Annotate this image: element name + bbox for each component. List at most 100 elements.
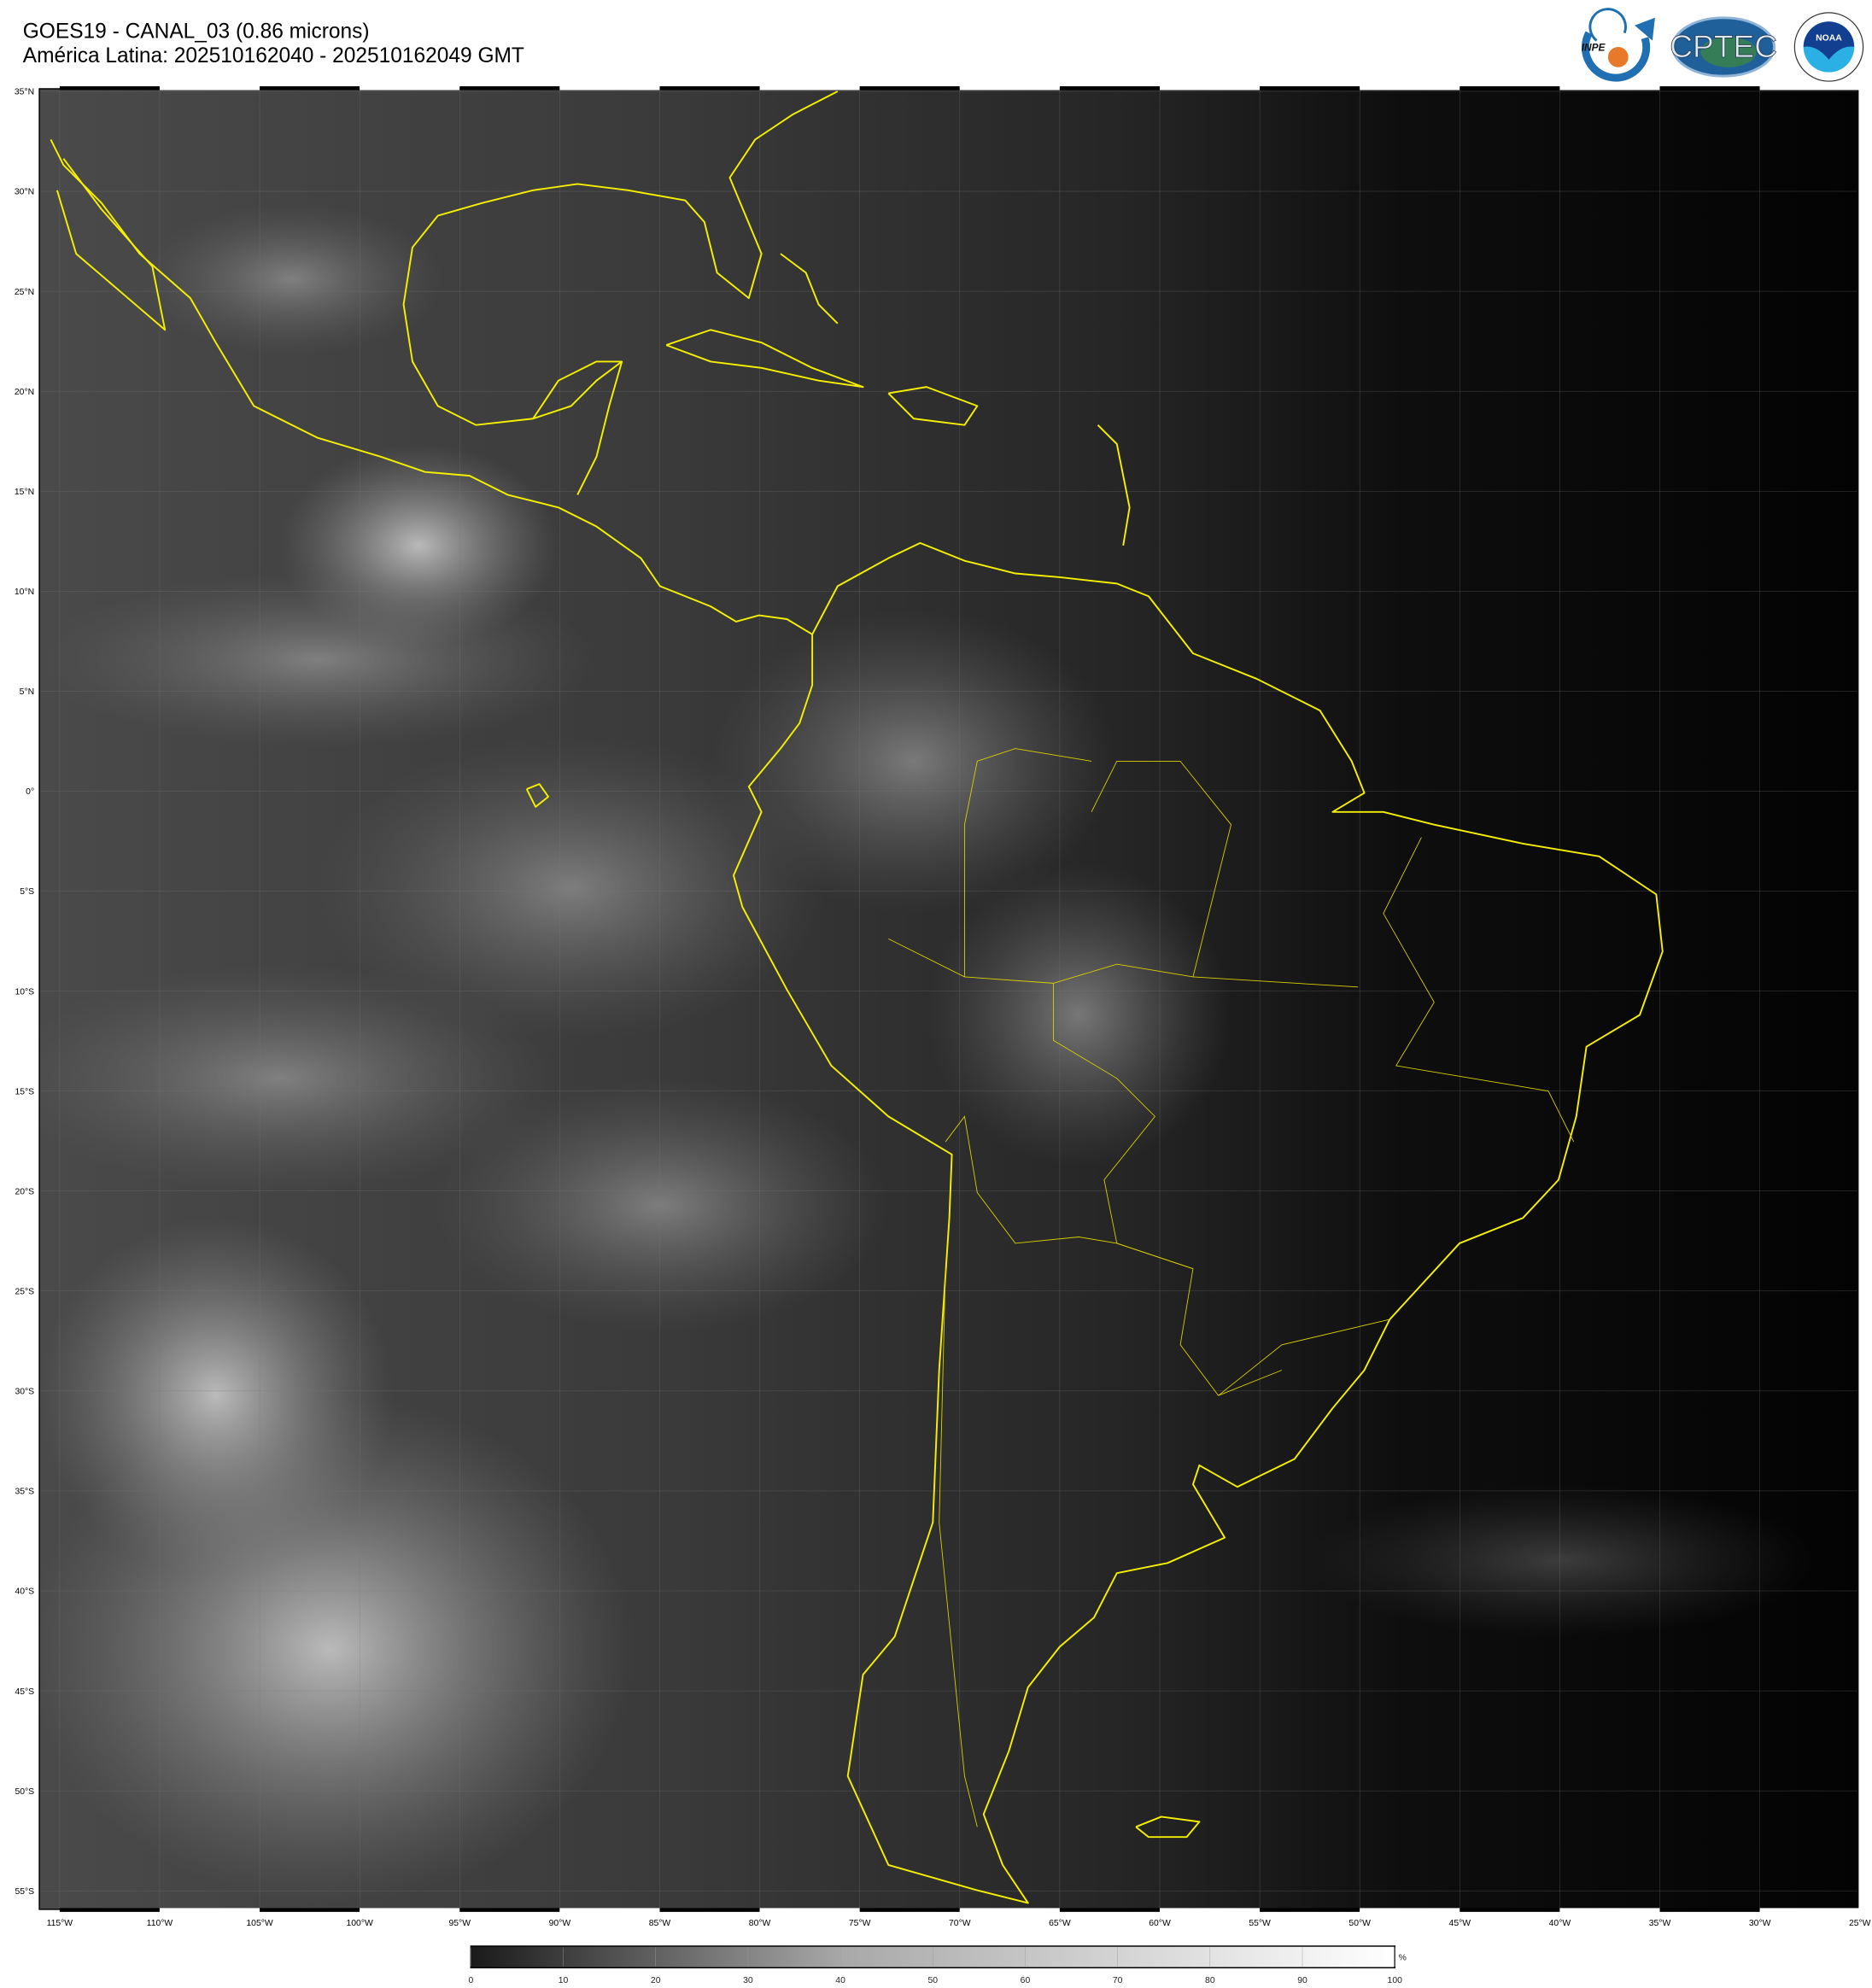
frame-tick-segment <box>559 1908 660 1912</box>
frame-tick-segment <box>1759 1908 1860 1912</box>
frame-tick-segment <box>1159 86 1261 91</box>
coastline-falklands <box>1135 1816 1201 1839</box>
frame-tick-segment <box>59 86 160 91</box>
latitude-label: 5°N <box>20 687 34 697</box>
frame-tick-segment <box>959 86 1060 91</box>
latitude-label: 20°N <box>15 388 34 397</box>
coastline-bahamas <box>780 253 839 325</box>
graticule <box>39 88 1858 1909</box>
inpe-logo: INPE <box>1582 8 1655 82</box>
latitude-label: 25°S <box>15 1288 34 1297</box>
coastlines <box>50 91 1664 1904</box>
colorbar-tick-label: 40 <box>835 1976 845 1985</box>
frame-tick-segment <box>859 1908 960 1912</box>
coastline-gulf-of-mexico <box>402 91 839 426</box>
latitude-label: 35°S <box>15 1488 34 1497</box>
latitude-label: 45°S <box>15 1687 34 1697</box>
colorbar-ticks: 0 10 20 30 40 50 60 70 80 90 100 <box>468 1947 1402 1985</box>
cptec-logo-text: CPTEC <box>1670 28 1777 64</box>
frame-tick-segment <box>759 86 860 91</box>
frame-tick-segment <box>1659 1908 1760 1912</box>
longitude-label: 80°W <box>749 1919 771 1928</box>
coastline-galapagos <box>525 783 549 808</box>
latitude-label: 10°N <box>15 588 34 597</box>
longitude-label: 100°W <box>347 1919 373 1928</box>
longitude-label: 40°W <box>1549 1919 1571 1928</box>
longitude-label: 60°W <box>1149 1919 1171 1928</box>
longitude-label: 85°W <box>649 1919 671 1928</box>
longitude-label: 95°W <box>448 1919 471 1928</box>
frame-tick-segment <box>1460 1908 1560 1912</box>
longitude-label: 55°W <box>1249 1919 1271 1928</box>
colorbar-tick-label: 100 <box>1388 1976 1403 1985</box>
frame-tick-segment <box>1059 86 1160 91</box>
latitude-label: 10°S <box>15 987 34 997</box>
frame-tick-segment <box>559 86 660 91</box>
longitude-label: 25°W <box>1849 1919 1871 1928</box>
longitude-labels: 115°W 110°W 105°W 100°W 95°W 90°W 85°W 80°W 75°W… <box>47 1919 1871 1928</box>
coastline-baja-california <box>56 158 167 331</box>
colorbar-tick-label: 60 <box>1021 1976 1031 1985</box>
noaa-logo-text: NOAA <box>1816 34 1842 44</box>
latitude-label: 40°S <box>15 1587 34 1597</box>
frame-tick-segment <box>159 86 260 91</box>
latitude-label: 15°S <box>15 1087 34 1096</box>
colorbar-tick-label: 80 <box>1205 1976 1215 1985</box>
latitude-label: 55°S <box>15 1887 34 1897</box>
colorbar-tick-label: 20 <box>651 1976 661 1985</box>
latitude-label: 20°S <box>15 1187 34 1196</box>
national-borders <box>888 748 1575 1827</box>
longitude-label: 50°W <box>1348 1919 1371 1928</box>
frame-tick-segment <box>59 1908 160 1912</box>
latitude-label: 30°S <box>15 1388 34 1397</box>
colorbar-tick-label: 10 <box>559 1976 569 1985</box>
coastline-cuba <box>665 329 864 389</box>
coastline-central-america <box>214 342 813 635</box>
longitude-label: 90°W <box>549 1919 571 1928</box>
frame-tick-bar <box>59 86 1860 1912</box>
frame-tick-segment <box>1360 86 1460 91</box>
longitude-label: 35°W <box>1649 1919 1671 1928</box>
coastline-lesser-antilles <box>1097 424 1131 546</box>
frame-tick-segment <box>159 1908 260 1912</box>
frame-tick-segment <box>1360 1908 1460 1912</box>
title-line-1: GOES19 - CANAL_03 (0.86 microns) <box>23 20 370 44</box>
frame-tick-segment <box>459 1908 560 1912</box>
longitude-label: 115°W <box>47 1919 73 1928</box>
longitude-label: 110°W <box>147 1919 173 1928</box>
colorbar-tick-label: 90 <box>1297 1976 1307 1985</box>
frame-tick-segment <box>659 86 760 91</box>
longitude-label: 75°W <box>849 1919 871 1928</box>
colorbar-tick-label: 50 <box>928 1976 939 1985</box>
latitude-label: 15°N <box>15 488 34 497</box>
coastline-south-america <box>733 541 1664 1904</box>
latitude-label: 25°N <box>15 288 34 297</box>
latitude-label: 30°N <box>15 188 34 197</box>
frame-tick-segment <box>1759 86 1860 91</box>
longitude-label: 70°W <box>949 1919 971 1928</box>
frame-tick-segment <box>759 1908 860 1912</box>
frame-tick-segment <box>659 1908 760 1912</box>
frame-tick-segment <box>260 86 360 91</box>
coastline-mexico-pacific <box>50 138 217 343</box>
frame-tick-segment <box>360 1908 460 1912</box>
frame-tick-segment <box>459 86 560 91</box>
noaa-logo: NOAA <box>1793 12 1864 82</box>
satellite-map <box>39 88 1858 1909</box>
colorbar-tick-label: 30 <box>743 1976 753 1985</box>
colorbar-unit: % <box>1399 1953 1407 1962</box>
cptec-logo: CPTEC <box>1670 16 1777 78</box>
longitude-label: 45°W <box>1449 1919 1471 1928</box>
frame-tick-segment <box>360 86 460 91</box>
frame-tick-segment <box>1460 86 1560 91</box>
latitude-label: 0° <box>26 787 34 797</box>
frame-tick-segment <box>1559 86 1660 91</box>
frame-tick-segment <box>1059 1908 1160 1912</box>
latitude-label: 35°N <box>15 88 34 97</box>
longitude-label: 105°W <box>246 1919 272 1928</box>
frame-tick-segment <box>260 1908 360 1912</box>
colorbar-tick-label: 0 <box>468 1976 473 1985</box>
frame-tick-segment <box>1159 1908 1261 1912</box>
title-line-2: América Latina: 202510162040 - 202510162… <box>23 44 524 67</box>
